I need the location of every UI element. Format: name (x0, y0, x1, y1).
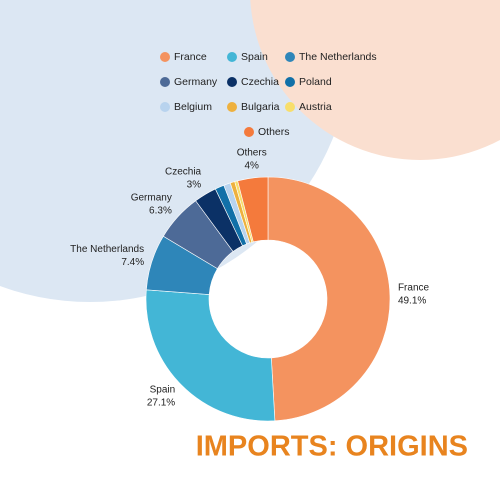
legend-text: Czechia (241, 76, 279, 88)
legend-swatch (160, 77, 170, 87)
legend-swatch (285, 52, 295, 62)
slice-label: France (398, 283, 430, 294)
value-label: 6.3% (149, 205, 172, 216)
value-label: 3% (187, 180, 202, 191)
slice-label: Czechia (165, 167, 202, 178)
legend-text: Spain (241, 51, 268, 63)
legend-text: Others (258, 126, 290, 138)
legend-text: Bulgaria (241, 101, 280, 113)
value-label: 27.1% (147, 398, 175, 409)
slice-label: The Netherlands (70, 244, 144, 255)
legend-text: Germany (174, 76, 218, 88)
legend-swatch (244, 127, 254, 137)
legend-swatch (285, 102, 295, 112)
legend-text: Poland (299, 76, 332, 88)
value-label: 7.4% (121, 257, 144, 268)
legend-swatch (285, 77, 295, 87)
legend-swatch (227, 102, 237, 112)
legend-swatch (160, 102, 170, 112)
slice-label: Germany (131, 192, 172, 203)
slice (267, 176, 391, 422)
legend-text: France (174, 51, 207, 63)
legend-swatch (227, 52, 237, 62)
legend-swatch (227, 77, 237, 87)
slice (237, 176, 269, 243)
legend-text: Belgium (174, 101, 212, 113)
slice (145, 289, 276, 422)
background-circle (250, 0, 500, 160)
slice-label: Spain (150, 385, 176, 396)
value-label: 49.1% (398, 296, 426, 307)
slice-label: Others (237, 148, 267, 159)
legend-swatch (160, 52, 170, 62)
chart-title: IMPORTS: ORIGINS (196, 431, 468, 463)
value-label: 4% (244, 161, 259, 172)
legend-text: Austria (299, 101, 332, 113)
legend-text: The Netherlands (299, 51, 377, 63)
